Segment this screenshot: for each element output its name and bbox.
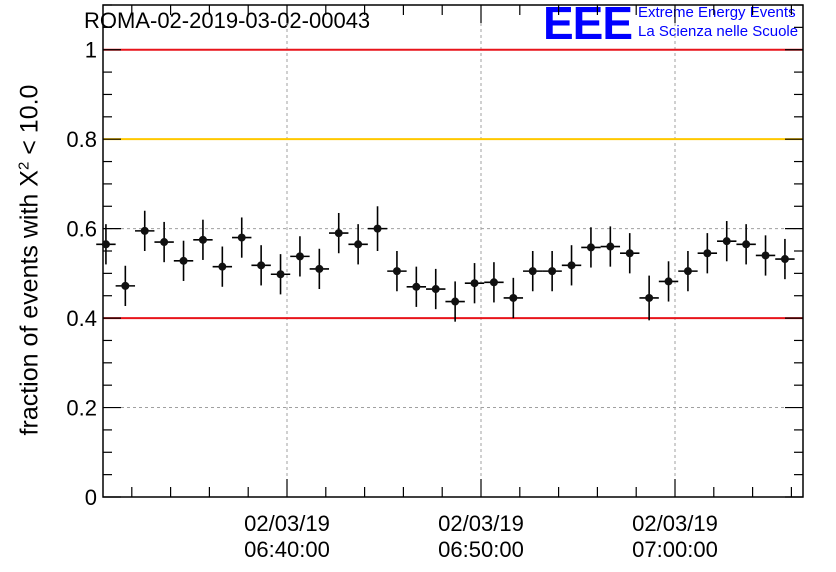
data-point [742, 240, 751, 249]
data-point [412, 282, 421, 291]
data-point [567, 261, 576, 270]
data-point [470, 279, 479, 288]
data-point [276, 270, 285, 279]
x-tick-label-time: 06:40:00 [244, 537, 330, 562]
data-point [334, 229, 343, 238]
data-point [586, 243, 595, 252]
data-point [160, 238, 169, 247]
data-point [703, 249, 712, 258]
data-point [257, 261, 266, 270]
data-point [218, 262, 227, 271]
data-point [140, 226, 149, 235]
data-point [451, 297, 460, 306]
y-tick-label: 0 [85, 485, 97, 510]
logo-caption: Extreme Energy Events La Scienza nelle S… [638, 3, 798, 41]
data-point [548, 267, 557, 276]
x-tick-label-date: 02/03/19 [438, 511, 524, 536]
data-point [528, 267, 537, 276]
data-point [295, 252, 304, 261]
data-point [315, 264, 324, 273]
y-tick-label: 0.4 [66, 306, 97, 331]
x-tick-label-date: 02/03/19 [632, 511, 718, 536]
data-point [722, 237, 731, 246]
data-point [237, 233, 246, 242]
data-point [431, 285, 440, 294]
x-tick-label-time: 07:00:00 [632, 537, 718, 562]
x-tick-label-date: 02/03/19 [244, 511, 330, 536]
data-point [645, 293, 654, 302]
y-tick-label: 0.2 [66, 396, 97, 421]
data-point [780, 255, 789, 264]
data-point [121, 281, 130, 290]
y-tick-label: 0.8 [66, 127, 97, 152]
data-point [664, 277, 673, 286]
y-tick-label: 0.6 [66, 217, 97, 242]
data-point [198, 235, 207, 244]
plot-frame [102, 4, 804, 498]
data-point [354, 240, 363, 249]
data-point [179, 256, 188, 265]
data-point [606, 242, 615, 251]
logo-caption-line-1: Extreme Energy Events [638, 4, 796, 21]
y-tick-label: 1 [85, 38, 97, 63]
data-point [392, 267, 401, 276]
x-tick-label-time: 06:50:00 [438, 537, 524, 562]
data-point [509, 293, 518, 302]
data-point [373, 224, 382, 233]
data-point [489, 278, 498, 287]
data-point [761, 251, 770, 260]
data-point [625, 249, 634, 258]
data-point [101, 240, 110, 249]
logo-caption-line-2: La Scienza nelle Scuole [638, 23, 799, 40]
data-point [683, 267, 692, 276]
